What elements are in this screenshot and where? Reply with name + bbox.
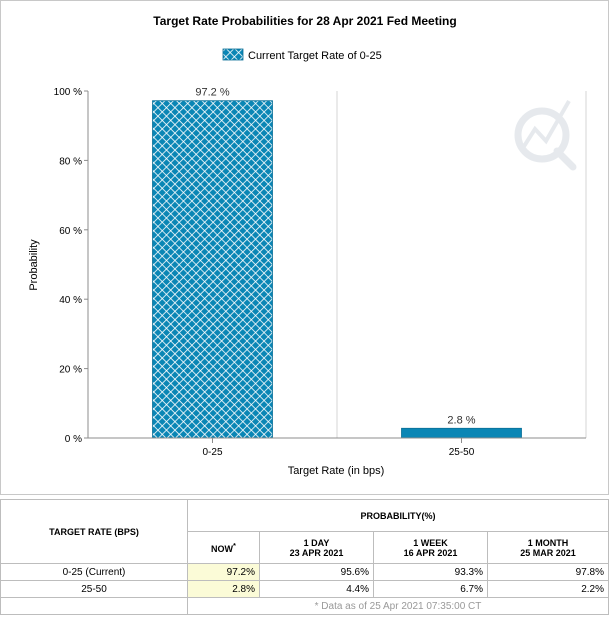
col-1week-date: 16 APR 2021	[403, 547, 458, 558]
col-1month-date: 25 MAR 2021	[520, 547, 576, 558]
bar-chart: Target Rate Probabilities for 28 Apr 202…	[28, 14, 587, 477]
data-label: 2.8 %	[447, 414, 475, 426]
col-1day-label: 1 DAY	[303, 537, 330, 548]
probability-header: PROBABILITY(%)	[187, 499, 609, 532]
col-now-label: NOW	[211, 544, 234, 554]
legend-swatch	[222, 48, 244, 61]
col-1day-date: 23 APR 2021	[289, 547, 344, 558]
y-tick-label: 80 %	[59, 156, 82, 167]
y-tick-label: 0 %	[65, 434, 82, 445]
bar-0-25	[152, 100, 273, 439]
cell-1day: 4.4%	[259, 580, 374, 598]
table-row: 25-50 2.8% 4.4% 6.7% 2.2%	[0, 580, 609, 598]
col-1month-label: 1 MONTH	[527, 537, 569, 548]
cell-1week: 6.7%	[373, 580, 488, 598]
y-tick-label: 100 %	[54, 87, 82, 98]
col-now-marker: *	[233, 541, 236, 550]
y-axis-label: Probability	[28, 239, 40, 291]
legend-label: Current Target Rate of 0-25	[248, 50, 382, 62]
y-tick-label: 20 %	[59, 365, 82, 376]
x-tick-label: 0-25	[202, 447, 222, 458]
col-1week-header: 1 WEEK 16 APR 2021	[373, 531, 488, 564]
probability-table-container: TARGET RATE (BPS) PROBABILITY(%) NOW* 1 …	[0, 499, 609, 615]
data-label: 97.2 %	[195, 87, 229, 99]
y-tick-label: 40 %	[59, 295, 82, 306]
cell-1week: 93.3%	[373, 563, 488, 581]
target-rate-header: TARGET RATE (BPS)	[0, 499, 188, 564]
watermark-logo	[514, 100, 577, 171]
table-row: 0-25 (Current) 97.2% 95.6% 93.3% 97.8%	[0, 563, 609, 581]
bar-25-50	[401, 427, 522, 439]
cell-1month: 97.8%	[487, 563, 609, 581]
cell-1month: 2.2%	[487, 580, 609, 598]
chart-panel: Target Rate Probabilities for 28 Apr 202…	[0, 0, 609, 495]
col-1month-header: 1 MONTH 25 MAR 2021	[487, 531, 609, 564]
col-1day-header: 1 DAY 23 APR 2021	[259, 531, 374, 564]
plot-area: 0 % 20 % 40 % 60 % 80 % 100 % 97.2 % 0-25 2.8 % 2…	[54, 87, 587, 458]
chart-title: Target Rate Probabilities for 28 Apr 202…	[153, 14, 456, 28]
data-timestamp-note: * Data as of 25 Apr 2021 07:35:00 CT	[187, 597, 609, 615]
row-rate-label: 0-25 (Current)	[0, 563, 188, 581]
x-axis-label: Target Rate (in bps)	[288, 465, 385, 477]
cell-now: 97.2%	[187, 563, 260, 581]
cell-1day: 95.6%	[259, 563, 374, 581]
row-rate-label: 25-50	[0, 580, 188, 598]
x-tick-label: 25-50	[449, 447, 475, 458]
y-tick-label: 60 %	[59, 226, 82, 237]
col-now-header: NOW*	[187, 531, 260, 564]
probability-table: TARGET RATE (BPS) PROBABILITY(%) NOW* 1 …	[0, 499, 609, 615]
col-1week-label: 1 WEEK	[413, 537, 448, 548]
cell-now: 2.8%	[187, 580, 260, 598]
